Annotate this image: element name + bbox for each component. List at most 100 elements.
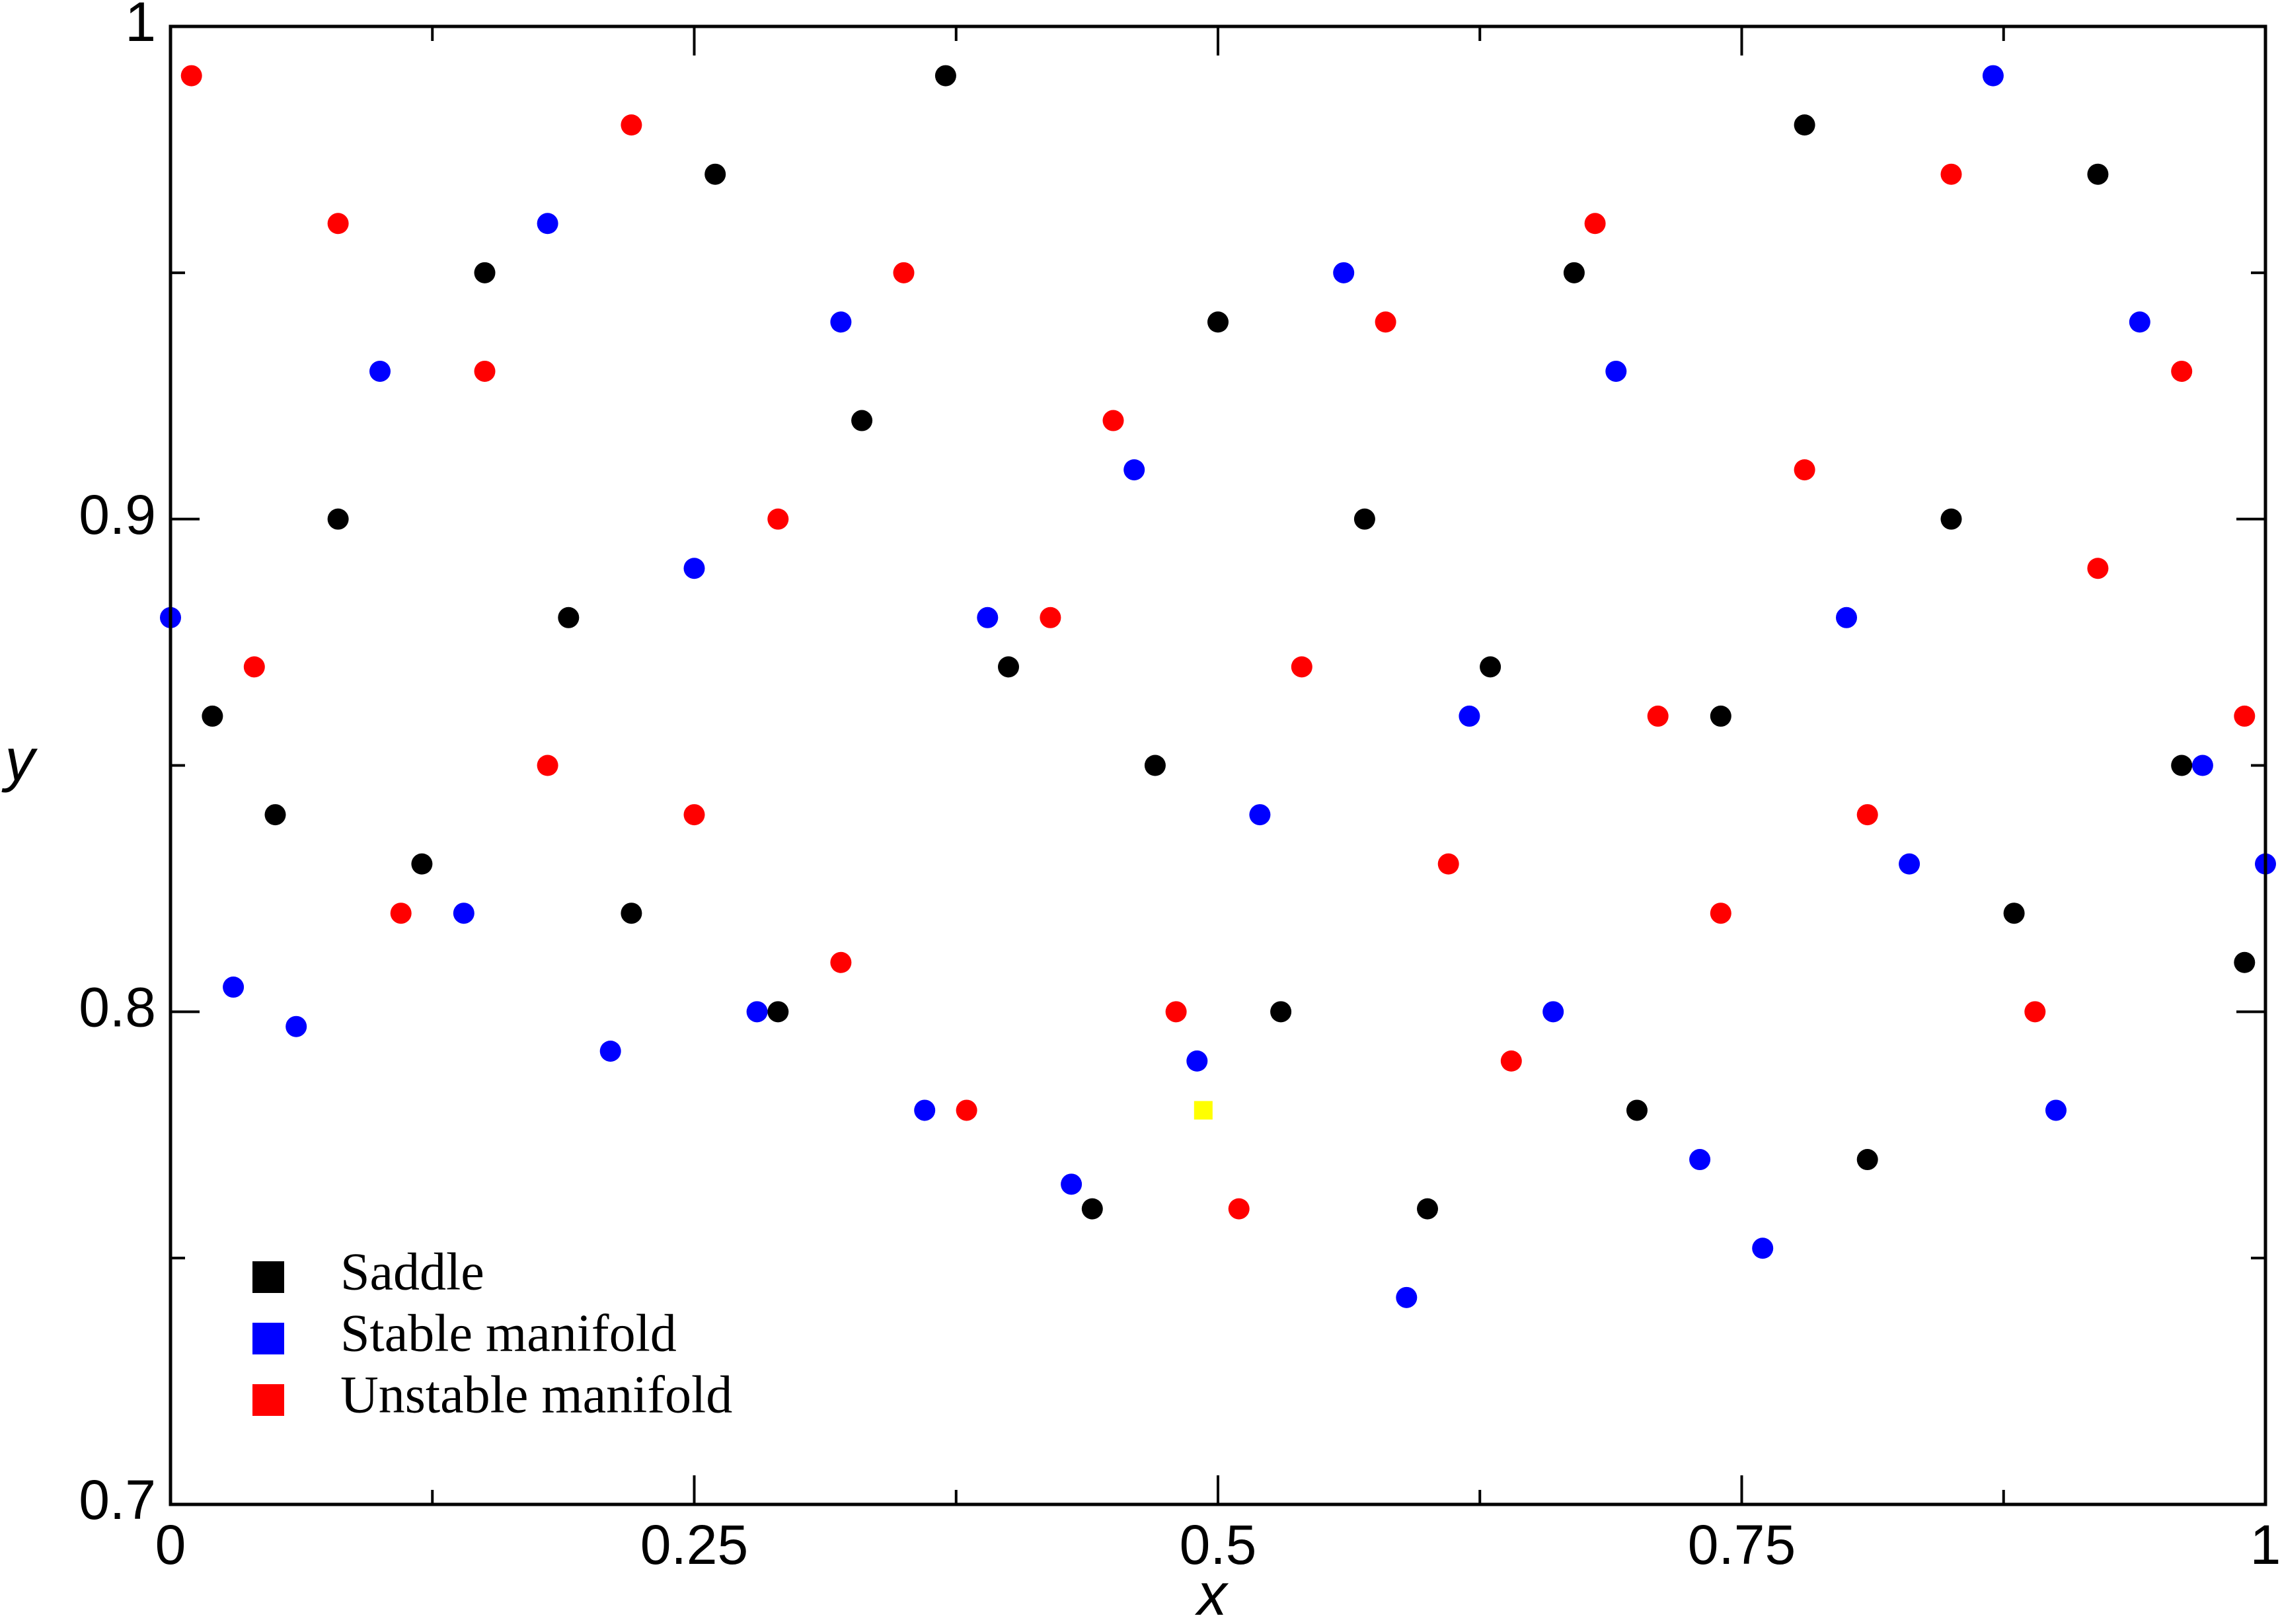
data-point xyxy=(767,1001,789,1023)
data-point xyxy=(1940,508,1962,530)
data-point xyxy=(683,804,705,826)
data-point xyxy=(2191,755,2213,776)
data-point xyxy=(223,977,245,998)
data-point xyxy=(1081,1198,1103,1220)
data-point xyxy=(180,65,202,87)
data-point xyxy=(1186,1050,1208,1072)
data-point xyxy=(704,163,726,185)
data-point xyxy=(327,508,349,530)
x-tick-label: 0.25 xyxy=(640,1514,749,1576)
data-point xyxy=(285,1015,307,1037)
data-point xyxy=(1563,262,1585,283)
data-point xyxy=(1710,705,1731,727)
x-axis-label: x xyxy=(1195,1562,1229,1624)
data-point xyxy=(2171,360,2193,382)
legend-swatch xyxy=(252,1323,284,1354)
data-point xyxy=(2024,1001,2046,1023)
data-point xyxy=(2003,903,2025,924)
data-point xyxy=(1647,705,1669,727)
data-point xyxy=(1794,459,1815,481)
y-axis-label: y xyxy=(1,727,38,794)
data-point xyxy=(621,114,642,136)
data-point xyxy=(746,1001,768,1023)
data-point xyxy=(1228,1198,1250,1220)
data-point xyxy=(202,705,223,727)
data-point xyxy=(1249,804,1271,826)
data-point xyxy=(1940,163,1962,185)
data-point xyxy=(2171,755,2193,776)
data-point xyxy=(327,213,349,235)
y-tick-label: 1 xyxy=(125,0,156,53)
data-point xyxy=(1856,804,1878,826)
legend-label: Unstable manifold xyxy=(340,1366,732,1424)
data-point xyxy=(369,360,391,382)
data-point xyxy=(1500,1050,1522,1072)
data-point xyxy=(1333,262,1355,283)
data-point xyxy=(934,65,956,87)
x-tick-label: 0.75 xyxy=(1688,1514,1796,1576)
data-point xyxy=(390,903,412,924)
data-point xyxy=(767,508,789,530)
data-point xyxy=(830,951,852,973)
data-point xyxy=(1584,213,1606,235)
data-point xyxy=(1417,1198,1438,1220)
data-point xyxy=(1605,360,1627,382)
data-point xyxy=(1836,607,1857,628)
legend-label: Stable manifold xyxy=(340,1304,677,1362)
data-point xyxy=(1480,656,1501,678)
data-point xyxy=(411,853,433,875)
data-point xyxy=(537,755,558,776)
data-point xyxy=(1270,1001,1292,1023)
legend-label: Saddle xyxy=(340,1243,484,1301)
data-point xyxy=(830,311,852,333)
data-point xyxy=(2087,558,2109,579)
data-point xyxy=(998,656,1019,678)
data-point xyxy=(1144,755,1166,776)
data-point xyxy=(599,1040,621,1062)
data-point xyxy=(1123,459,1145,481)
data-point xyxy=(1061,1173,1083,1195)
data-point xyxy=(1982,65,2004,87)
data-point xyxy=(1102,410,1124,431)
marker xyxy=(1194,1101,1213,1120)
data-point xyxy=(1291,656,1312,678)
data-point xyxy=(1353,508,1375,530)
data-point xyxy=(2234,705,2256,727)
data-point xyxy=(537,213,558,235)
y-tick-label: 0.7 xyxy=(79,1469,156,1531)
data-point xyxy=(893,262,915,283)
data-point xyxy=(1375,311,1396,333)
data-point xyxy=(243,656,265,678)
data-point xyxy=(2045,1099,2067,1121)
plot-frame xyxy=(169,24,2267,1506)
data-point xyxy=(977,607,999,628)
data-point xyxy=(2129,311,2150,333)
data-point xyxy=(558,607,580,628)
x-tick-label: 0.5 xyxy=(1180,1514,1257,1576)
data-point xyxy=(264,804,286,826)
data-point xyxy=(1459,705,1480,727)
data-point xyxy=(2087,163,2109,185)
data-point xyxy=(1165,1001,1187,1023)
data-point xyxy=(1542,1001,1564,1023)
y-tick-label: 0.8 xyxy=(79,977,156,1039)
y-tick-label: 0.9 xyxy=(79,484,156,546)
data-point xyxy=(683,558,705,579)
data-point xyxy=(956,1099,977,1121)
x-tick-label: 1 xyxy=(2250,1514,2280,1576)
data-point xyxy=(1710,903,1731,924)
data-point xyxy=(1794,114,1815,136)
data-point xyxy=(474,360,496,382)
data-point xyxy=(1626,1099,1648,1121)
data-point xyxy=(1856,1149,1878,1171)
data-point xyxy=(851,410,873,431)
x-tick-label: 0 xyxy=(155,1514,186,1576)
legend-swatch xyxy=(252,1384,284,1416)
data-point xyxy=(2234,951,2256,973)
data-point xyxy=(1752,1237,1774,1259)
data-point xyxy=(1437,853,1459,875)
data-point xyxy=(621,903,642,924)
data-point xyxy=(1689,1149,1711,1171)
data-point xyxy=(914,1099,936,1121)
data-point xyxy=(1040,607,1061,628)
